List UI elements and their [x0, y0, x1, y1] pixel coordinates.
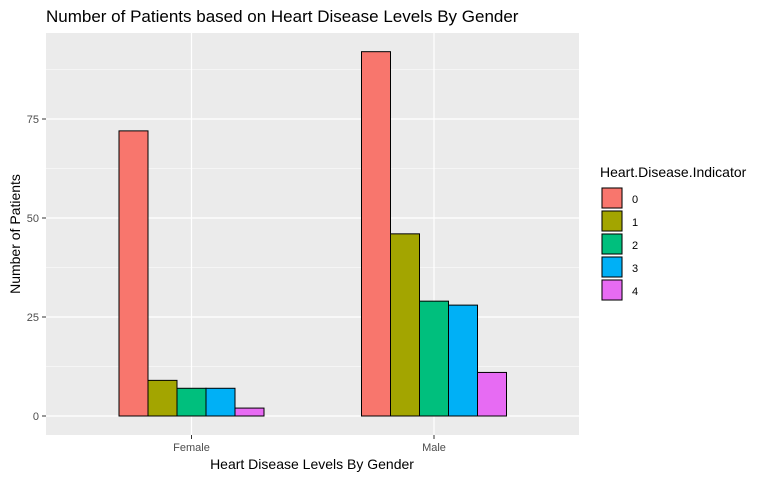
legend-label-0: 0 — [632, 194, 638, 206]
legend-swatch-2 — [601, 233, 623, 255]
bar-female-1 — [147, 379, 178, 417]
legend-swatch-3 — [601, 256, 623, 278]
bar-male-0 — [361, 51, 391, 417]
chart-title: Number of Patients based on Heart Diseas… — [46, 7, 519, 26]
bar-female-3 — [205, 387, 236, 417]
bar-female-0 — [118, 130, 149, 417]
bar-male-3 — [448, 304, 478, 417]
bar-male-1 — [390, 233, 420, 417]
y-axis: 0 25 50 75 — [27, 114, 46, 423]
x-tick-label: Male — [422, 442, 446, 454]
y-tick-label: 75 — [27, 114, 39, 126]
legend-label-2: 2 — [632, 240, 638, 252]
bar-female-2 — [176, 387, 207, 417]
legend-swatch-1 — [601, 210, 623, 232]
bar-male-4 — [477, 371, 507, 417]
x-tick-label: Female — [173, 442, 210, 454]
legend-label-4: 4 — [632, 286, 638, 298]
legend-label-1: 1 — [632, 217, 638, 229]
y-axis-title: Number of Patients — [7, 174, 23, 294]
x-axis-title: Heart Disease Levels By Gender — [210, 456, 414, 472]
x-axis: Female Male — [173, 435, 446, 454]
legend-swatch-4 — [601, 279, 623, 301]
y-tick-label: 50 — [27, 213, 39, 225]
y-tick-label: 25 — [27, 312, 39, 324]
bars — [118, 51, 507, 417]
legend: Heart.Disease.Indicator 0 1 2 3 4 — [600, 164, 747, 301]
legend-label-3: 3 — [632, 263, 638, 275]
legend-swatch-0 — [601, 187, 623, 209]
bar-male-2 — [419, 300, 449, 417]
y-tick-label: 0 — [33, 411, 39, 423]
legend-title: Heart.Disease.Indicator — [600, 164, 747, 180]
bar-female-4 — [234, 407, 265, 417]
